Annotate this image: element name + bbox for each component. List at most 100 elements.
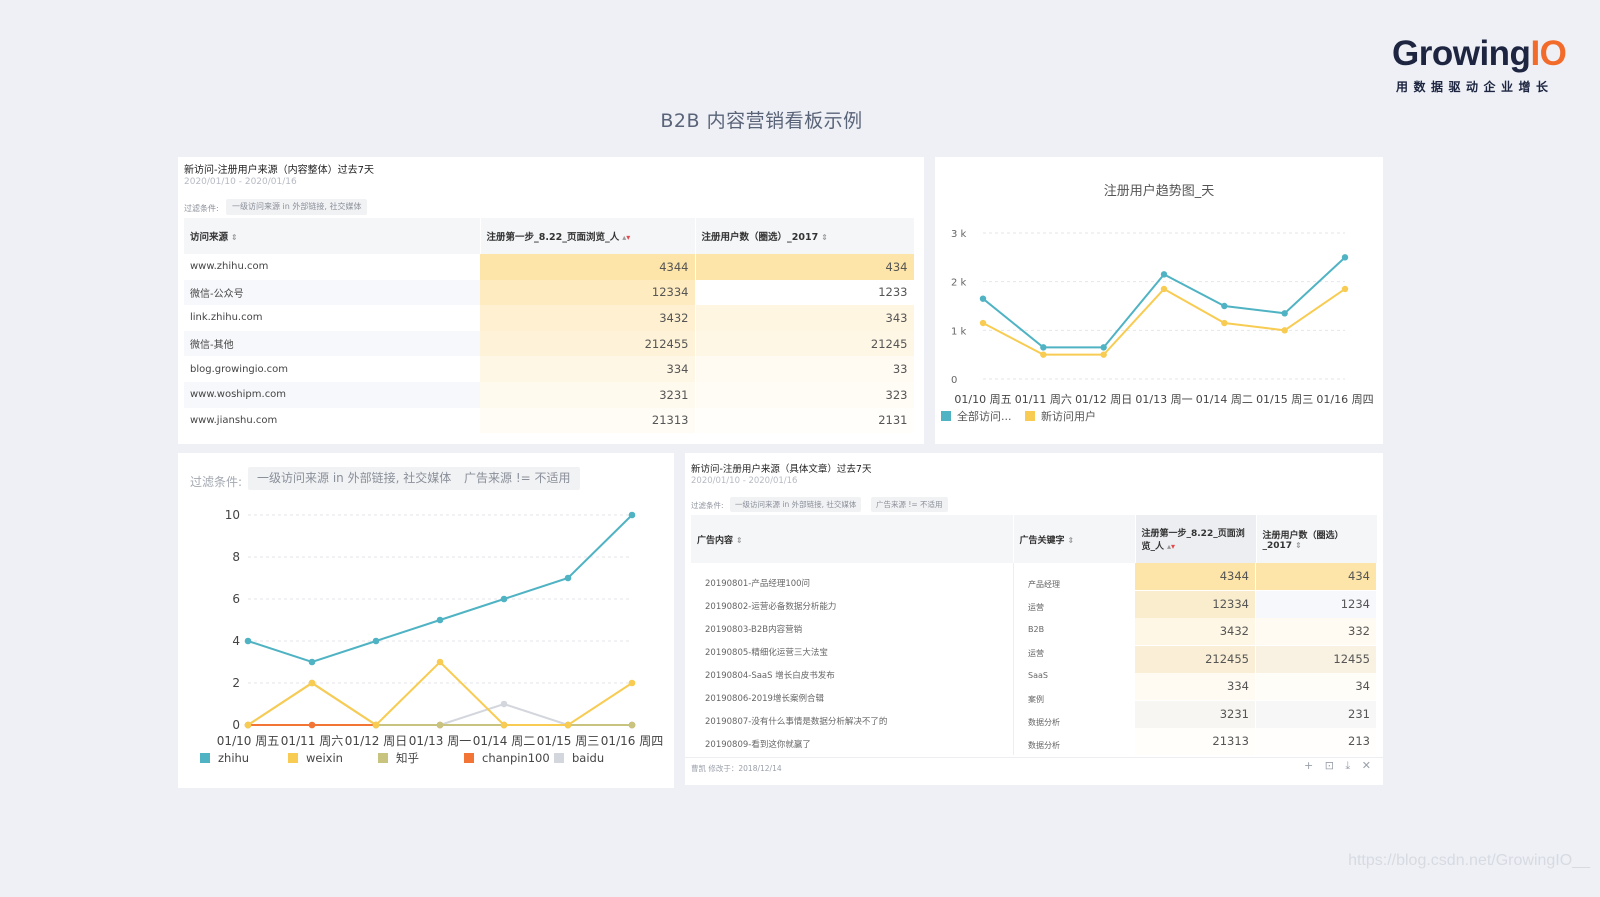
data-point[interactable] (1160, 285, 1168, 293)
sort-icon[interactable]: ⇕ (1067, 535, 1075, 545)
data-point[interactable] (1160, 271, 1168, 278)
panel-date: 2020/01/10 - 2020/01/16 (691, 476, 798, 486)
data-point[interactable] (500, 721, 508, 729)
article-table-viewport[interactable]: 广告内容 ⇕ 广告关键字 ⇕ 注册第一步_8.22_页面浏览_人 ▴▾ 注册用户数（圈选）_… (691, 515, 1377, 755)
filter-chip-ad[interactable]: 广告来源 != 不适用 (455, 467, 580, 490)
value-cell: 323 (695, 381, 915, 408)
column-header[interactable]: 注册用户数（圈选）_2017 ⇕ (695, 218, 915, 254)
article-content-cell: 20190803-B2B内容营销 (705, 625, 803, 635)
sort-icon[interactable]: ▴▾ (622, 233, 631, 242)
page-title: B2B 内容营销看板示例 (660, 110, 863, 132)
column-header[interactable]: 注册第一步_8.22_页面浏览_人 ▴▾ (480, 218, 696, 254)
sort-icon[interactable]: ⇕ (231, 233, 238, 242)
data-point[interactable] (1221, 319, 1228, 327)
legend-swatch (464, 753, 474, 763)
article-values-columns: 4344 434 12334 1234 3432 332 212455 12455 334 34 3… (1135, 563, 1377, 755)
column-header[interactable]: 广告关键字 ⇕ (1013, 515, 1136, 563)
data-point[interactable] (308, 679, 316, 687)
data-point[interactable] (979, 319, 987, 327)
table-row[interactable]: blog.growingio.com 334 33 (184, 356, 915, 382)
column-header[interactable]: 访问来源 ⇕ (184, 218, 481, 254)
chart-title: 注册用户趋势图_天 (1104, 183, 1215, 199)
data-point[interactable] (1281, 327, 1288, 334)
keyword-cell: 数据分析 (1028, 741, 1060, 750)
x-tick-label: 01/14 周二 (1196, 393, 1253, 406)
article-content-cell: 20190807-没有什么事情是数据分析解决不了的 (705, 717, 888, 727)
source-table: 访问来源 ⇕ 注册第一步_8.22_页面浏览_人 ▴▾ 注册用户数（圈选）_2017 ⇕ … (184, 218, 915, 434)
legend-label[interactable]: baidu (572, 751, 604, 765)
y-tick-label: 0 (951, 375, 957, 386)
data-point[interactable] (1100, 344, 1107, 351)
x-tick-label: 01/11 周六 (281, 734, 343, 748)
data-point[interactable] (1100, 351, 1107, 358)
series-line (247, 514, 633, 664)
table-row[interactable]: 微信-其他 212455 21245 (184, 330, 915, 357)
data-point[interactable] (436, 616, 444, 624)
table-row[interactable]: www.woshipm.com 3231 323 (184, 381, 915, 408)
column-header-label: 广告关键字 (1019, 535, 1065, 546)
data-point[interactable] (244, 721, 252, 729)
filter-chip-source[interactable]: 一级访问来源 in 外部链接, 社交媒体 (248, 467, 461, 490)
panel-actions[interactable]: + ⊡ ⤓ ✕ (1303, 759, 1375, 772)
data-point[interactable] (1341, 254, 1349, 261)
data-point[interactable] (372, 721, 380, 729)
value-cell: 212455 (480, 330, 696, 357)
legend-label[interactable]: 新访问用户 (1041, 409, 1096, 423)
series-line (982, 256, 1346, 349)
legend-swatch (941, 411, 951, 421)
column-header[interactable]: 注册第一步_8.22_页面浏览_人 ▴▾ (1135, 515, 1257, 563)
data-point[interactable] (244, 637, 252, 645)
filter-chip-ad[interactable]: 广告来源 != 不适用 (871, 497, 948, 512)
data-point[interactable] (628, 721, 636, 729)
y-tick-label: 2 k (951, 278, 967, 289)
legend-label[interactable]: zhihu (218, 751, 249, 765)
value-cell: 1234 (1256, 590, 1376, 618)
keyword-cell: 产品经理 (1028, 580, 1060, 589)
value-cell: 34 (1256, 673, 1376, 700)
legend-swatch (1025, 411, 1035, 421)
data-point[interactable] (628, 511, 636, 519)
value-cell: 12334 (480, 279, 696, 306)
data-point[interactable] (1281, 310, 1288, 317)
data-point[interactable] (436, 721, 444, 729)
data-point[interactable] (564, 721, 572, 729)
data-point[interactable] (500, 700, 508, 708)
data-point[interactable] (500, 595, 508, 603)
data-point[interactable] (1040, 351, 1047, 358)
data-point[interactable] (1221, 302, 1228, 310)
legend-label[interactable]: weixin (306, 751, 343, 765)
y-tick-label: 0 (232, 718, 240, 732)
article-content-cell: 20190801-产品经理100问 (705, 579, 811, 589)
panel-title: 新访问-注册用户来源（具体文章）过去7天 (691, 464, 872, 475)
value-cell: 12455 (1256, 645, 1376, 673)
sort-icon[interactable]: ⇕ (821, 233, 828, 242)
table-row[interactable]: www.zhihu.com 4344 434 (184, 254, 915, 280)
data-point[interactable] (436, 658, 444, 666)
legend-label[interactable]: 知乎 (396, 751, 419, 765)
sort-icon[interactable]: ⇕ (736, 535, 743, 545)
filter-chip[interactable]: 一级访问来源 in 外部链接, 社交媒体 (226, 199, 368, 215)
column-header[interactable]: 广告内容 ⇕ (691, 515, 1014, 563)
legend-label[interactable]: chanpin100 (482, 751, 550, 765)
data-point[interactable] (628, 679, 636, 687)
column-header[interactable]: 注册用户数（圈选）_2017 ⇕ (1256, 515, 1377, 563)
data-point[interactable] (372, 637, 380, 645)
data-point[interactable] (564, 574, 572, 582)
value-cell: 434 (695, 254, 915, 280)
data-point[interactable] (1341, 285, 1349, 293)
value-cell: 3432 (480, 305, 696, 331)
data-point[interactable] (979, 295, 987, 302)
data-point[interactable] (1040, 344, 1047, 351)
table-row[interactable]: www.jianshu.com 21313 2131 (184, 407, 915, 434)
series-line (982, 287, 1346, 356)
filter-chip-source[interactable]: 一级访问来源 in 外部链接, 社交媒体 (730, 497, 862, 512)
sort-icon[interactable]: ▴▾ (1167, 542, 1176, 551)
sort-icon[interactable]: ⇕ (1295, 540, 1302, 550)
source-table-panel: 新访问-注册用户来源（内容整体）过去7天 2020/01/10 - 2020/0… (178, 157, 924, 444)
legend-label[interactable]: 全部访问... (957, 409, 1012, 423)
table-row[interactable]: link.zhihu.com 3432 343 (184, 305, 915, 331)
x-tick-label: 01/13 周一 (409, 734, 471, 748)
table-row[interactable]: 微信-公众号 12334 1233 (184, 279, 915, 306)
data-point[interactable] (308, 658, 316, 666)
data-point[interactable] (308, 721, 316, 729)
